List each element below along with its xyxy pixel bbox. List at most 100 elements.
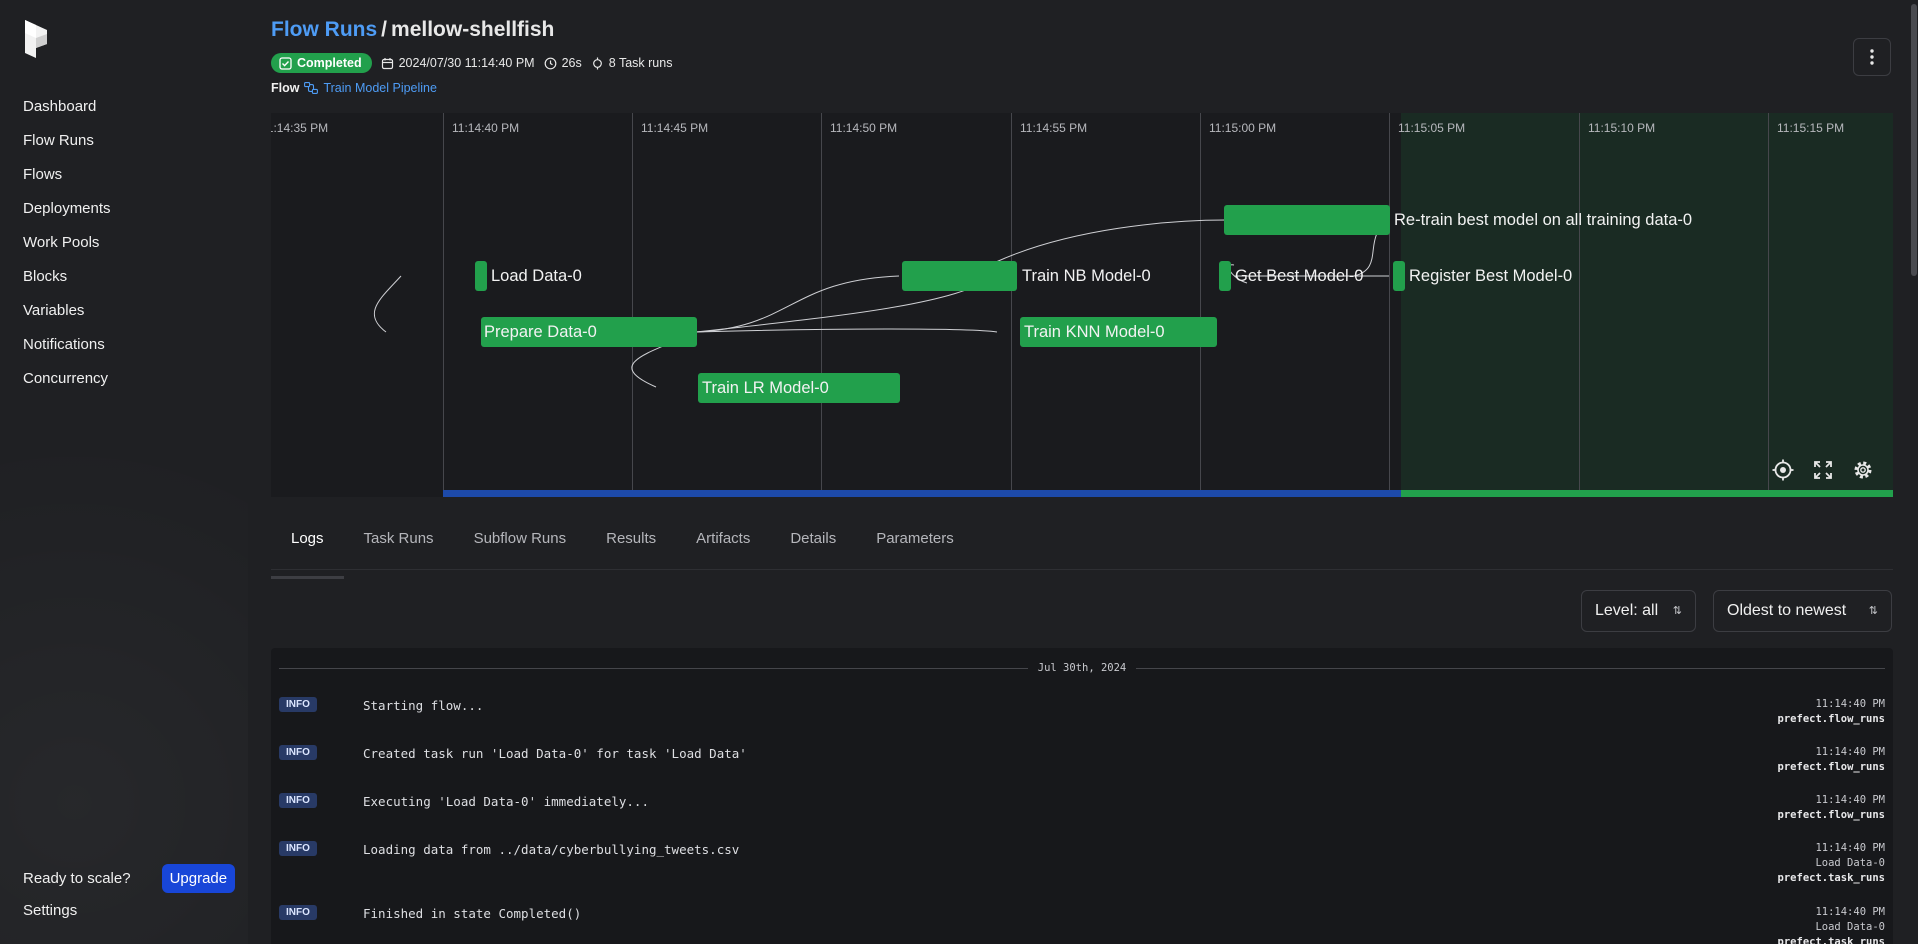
check-square-icon xyxy=(279,56,292,70)
task-bar-train-knn[interactable] xyxy=(1020,317,1217,347)
timeline-future-region xyxy=(1401,113,1893,490)
more-options-button[interactable] xyxy=(1853,38,1891,76)
tab-results[interactable]: Results xyxy=(606,530,657,547)
sidebar-nav: Dashboard Flow Runs Flows Deployments Wo… xyxy=(23,90,111,396)
log-date: Jul 30th, 2024 xyxy=(1037,662,1127,674)
sidebar: Dashboard Flow Runs Flows Deployments Wo… xyxy=(0,0,248,944)
log-sort-value: Oldest to newest xyxy=(1727,602,1847,619)
log-source: prefect.task_runs xyxy=(1777,936,1885,944)
log-time: 11:14:40 PM xyxy=(1815,794,1885,806)
task-runs-text: 8 Task runs xyxy=(608,56,673,70)
tick-label: 11:15:05 PM xyxy=(1398,121,1466,135)
log-level-badge: INFO xyxy=(279,697,317,712)
flow-run-timeline[interactable]: 11:14:35 PM 11:14:40 PM 11:14:45 PM 11:1… xyxy=(271,113,1893,497)
sidebar-item-work-pools[interactable]: Work Pools xyxy=(23,234,100,251)
flow-name-link[interactable]: Train Model Pipeline xyxy=(323,81,437,95)
sidebar-item-flows[interactable]: Flows xyxy=(23,166,63,183)
timeline-tick: 11:14:50 PM xyxy=(821,113,897,490)
upgrade-promo: Ready to scale? Upgrade xyxy=(23,864,236,893)
log-source: prefect.flow_runs xyxy=(1777,761,1885,773)
log-meta: 11:14:40 PM prefect.flow_runs xyxy=(1778,745,1885,775)
task-label-prepare-data[interactable]: Prepare Data-0 xyxy=(484,323,597,341)
log-level-badge: INFO xyxy=(279,745,317,760)
duration-text: 26s xyxy=(561,56,582,70)
log-meta: 11:14:40 PM Load Data-0 prefect.task_run… xyxy=(1778,841,1885,886)
sidebar-item-dashboard[interactable]: Dashboard xyxy=(23,98,97,115)
task-bar-train-lr[interactable] xyxy=(698,373,900,403)
timeline-tick: 11:14:45 PM xyxy=(632,113,708,490)
timeline-tick: 11:14:40 PM xyxy=(443,113,519,490)
timeline-tick: 11:14:55 PM xyxy=(1011,113,1087,490)
tab-task-runs[interactable]: Task Runs xyxy=(363,530,434,547)
log-task-name: Load Data-0 xyxy=(1815,921,1885,933)
breadcrumb: Flow Runs / mellow-shellfish xyxy=(271,18,554,42)
status-badge: Completed xyxy=(271,53,372,73)
log-time: 11:14:40 PM xyxy=(1815,698,1885,710)
log-source: prefect.task_runs xyxy=(1777,872,1885,884)
page-title: mellow-shellfish xyxy=(391,18,555,41)
tick-label: 11:14:45 PM xyxy=(641,121,709,135)
upgrade-button[interactable]: Upgrade xyxy=(161,864,236,893)
log-level-badge: INFO xyxy=(279,841,317,856)
task-run-icon xyxy=(592,57,602,69)
recenter-button[interactable] xyxy=(1769,456,1797,484)
page-scrollbar-track[interactable] xyxy=(1909,0,1918,944)
sidebar-item-notifications[interactable]: Notifications xyxy=(23,336,105,353)
log-level-value: Level: all xyxy=(1595,602,1659,619)
sidebar-item-concurrency[interactable]: Concurrency xyxy=(23,370,109,387)
updown-chevron-icon: ⇅ xyxy=(1672,604,1682,617)
task-label-register[interactable]: Register Best Model-0 xyxy=(1409,267,1573,285)
sidebar-item-flow-runs[interactable]: Flow Runs xyxy=(23,132,94,149)
tick-label: 11:14:35 PM xyxy=(271,121,329,135)
task-label-train-knn[interactable]: Train KNN Model-0 xyxy=(1024,323,1165,341)
log-level-select[interactable]: Level: all ⇅ xyxy=(1581,590,1696,632)
tab-details[interactable]: Details xyxy=(790,530,837,547)
tick-label: 11:14:55 PM xyxy=(1020,121,1088,135)
task-bar-load-data[interactable] xyxy=(475,261,487,291)
tab-parameters[interactable]: Parameters xyxy=(876,530,954,547)
logs-panel[interactable]: Jul 30th, 2024 INFO Starting flow... 11:… xyxy=(271,648,1893,944)
tab-artifacts[interactable]: Artifacts xyxy=(696,530,751,547)
timeline-tick: 11:15:10 PM xyxy=(1579,113,1655,490)
tab-logs[interactable]: Logs xyxy=(271,518,344,579)
tick-label: 11:14:40 PM xyxy=(452,121,520,135)
log-source: prefect.flow_runs xyxy=(1777,809,1885,821)
breadcrumb-flow-runs-link[interactable]: Flow Runs xyxy=(271,18,378,41)
sidebar-item-blocks[interactable]: Blocks xyxy=(23,268,68,285)
fullscreen-button[interactable] xyxy=(1809,456,1837,484)
task-label-get-best[interactable]: Get Best Model-0 xyxy=(1235,267,1364,285)
prefect-logo-icon[interactable] xyxy=(23,20,49,58)
start-time-text: 2024/07/30 11:14:40 PM xyxy=(398,56,535,70)
task-label-retrain[interactable]: Re-train best model on all training data… xyxy=(1394,211,1693,229)
log-meta: 11:14:40 PM prefect.flow_runs xyxy=(1778,697,1885,727)
vertical-dots-icon xyxy=(1870,49,1874,65)
log-sort-select[interactable]: Oldest to newest ⇅ xyxy=(1713,590,1892,632)
task-bar-prepare-data[interactable] xyxy=(481,317,697,347)
page-scrollbar-thumb[interactable] xyxy=(1911,4,1917,276)
task-bar-retrain[interactable] xyxy=(1224,205,1390,235)
graph-settings-button[interactable] xyxy=(1849,456,1877,484)
timeline-tick: 11:15:05 PM xyxy=(1389,113,1465,490)
log-message: Finished in state Completed() xyxy=(363,906,582,921)
task-label-load-data[interactable]: Load Data-0 xyxy=(491,267,582,285)
log-message: Starting flow... xyxy=(363,698,484,713)
page-header: Flow Runs / mellow-shellfish Completed 202… xyxy=(271,18,672,95)
tick-label: 11:15:15 PM xyxy=(1777,121,1845,135)
sidebar-item-deployments[interactable]: Deployments xyxy=(23,200,111,217)
tick-label: 11:14:50 PM xyxy=(830,121,898,135)
sidebar-item-settings[interactable]: Settings xyxy=(23,902,78,919)
duration: 26s xyxy=(544,56,582,70)
task-label-train-nb[interactable]: Train NB Model-0 xyxy=(1022,267,1151,285)
flow-icon xyxy=(304,82,319,94)
ready-to-scale-text: Ready to scale? xyxy=(23,870,131,887)
tick-label: 11:15:00 PM xyxy=(1209,121,1277,135)
log-message: Created task run 'Load Data-0' for task … xyxy=(363,746,747,761)
task-bar-train-nb[interactable] xyxy=(902,261,1017,291)
task-bar-register[interactable] xyxy=(1393,261,1405,291)
sidebar-item-variables[interactable]: Variables xyxy=(23,302,85,319)
tab-subflow-runs[interactable]: Subflow Runs xyxy=(473,530,567,547)
task-bar-get-best[interactable] xyxy=(1219,261,1231,291)
log-time: 11:14:40 PM xyxy=(1815,842,1885,854)
run-tabs: Logs Task Runs Subflow Runs Results Arti… xyxy=(271,518,1893,579)
task-label-train-lr[interactable]: Train LR Model-0 xyxy=(702,379,829,397)
